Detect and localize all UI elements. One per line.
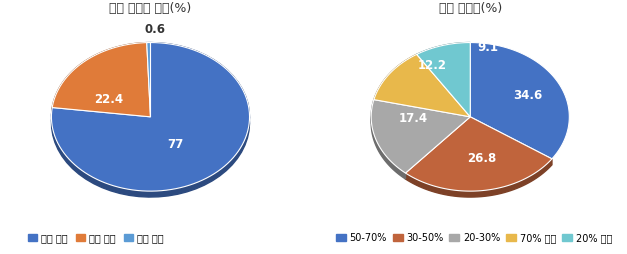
Title: 매출 증감동 여부(%): 매출 증감동 여부(%) xyxy=(109,2,192,15)
Polygon shape xyxy=(147,43,150,117)
Text: 34.6: 34.6 xyxy=(513,89,542,102)
Title: 매출 감소율(%): 매출 감소율(%) xyxy=(439,2,502,15)
Polygon shape xyxy=(406,159,552,197)
Polygon shape xyxy=(374,54,470,117)
Polygon shape xyxy=(51,43,250,197)
Polygon shape xyxy=(52,43,147,114)
Polygon shape xyxy=(470,43,569,159)
Legend: 50-70%, 30-50%, 20-30%, 70% 이상, 20% 미만: 50-70%, 30-50%, 20-30%, 70% 이상, 20% 미만 xyxy=(332,229,616,247)
Text: 0.6: 0.6 xyxy=(145,23,166,36)
Polygon shape xyxy=(147,43,150,49)
Text: 77: 77 xyxy=(167,138,183,151)
Polygon shape xyxy=(417,43,470,117)
Text: 12.2: 12.2 xyxy=(418,59,447,72)
Text: 26.8: 26.8 xyxy=(468,152,497,165)
Text: 9.1: 9.1 xyxy=(478,41,498,54)
Polygon shape xyxy=(371,100,470,173)
Polygon shape xyxy=(51,43,250,191)
Polygon shape xyxy=(371,100,406,179)
Polygon shape xyxy=(52,43,150,117)
Legend: 매출 감소, 변동 없음, 매출 증대: 매출 감소, 변동 없음, 매출 증대 xyxy=(24,229,167,247)
Text: 17.4: 17.4 xyxy=(398,112,428,125)
Text: 22.4: 22.4 xyxy=(94,92,124,105)
Polygon shape xyxy=(417,43,470,60)
Polygon shape xyxy=(374,54,417,106)
Polygon shape xyxy=(406,117,552,191)
